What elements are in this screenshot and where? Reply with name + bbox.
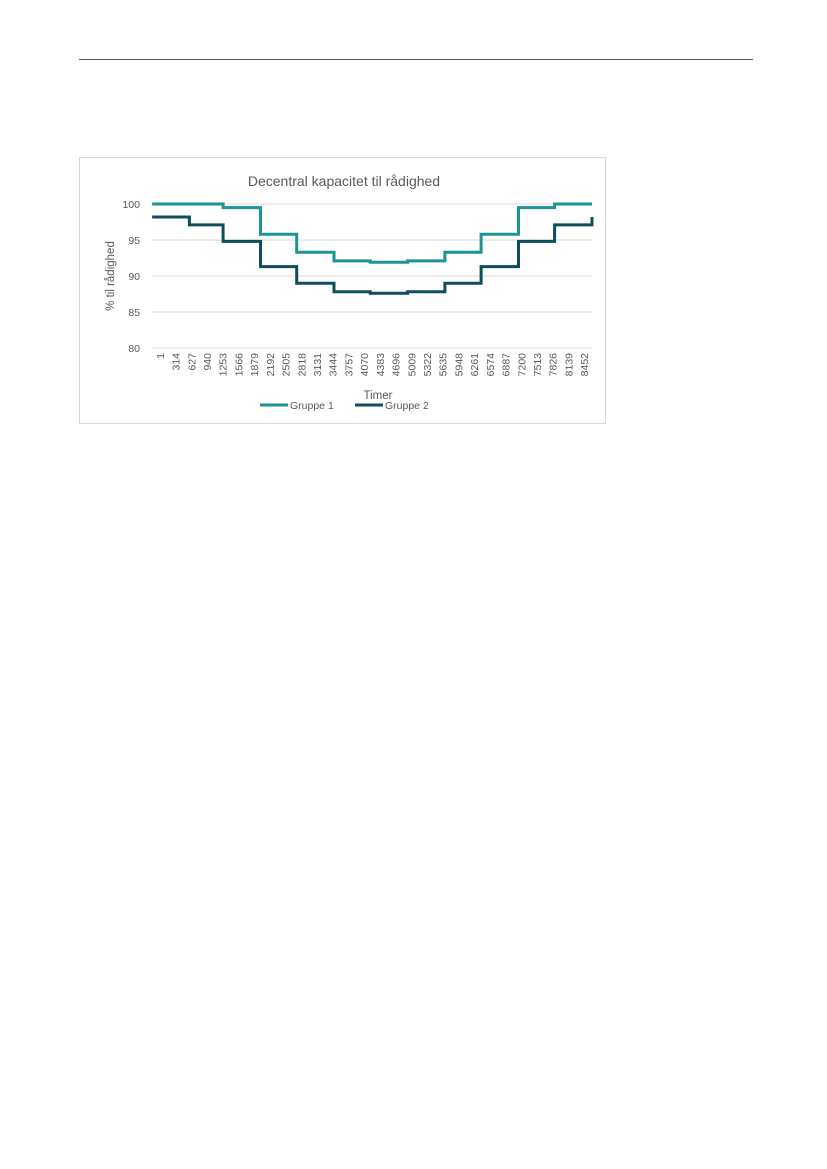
x-tick-label: 4696 xyxy=(391,353,403,377)
x-tick-label: 6574 xyxy=(485,353,497,377)
x-tick-label: 2818 xyxy=(296,353,308,377)
x-tick-label: 4383 xyxy=(375,353,387,377)
chart-title: Decentral kapacitet til rådighed xyxy=(248,173,440,189)
legend: Gruppe 1 Gruppe 2 xyxy=(260,400,429,412)
x-tick-label: 8452 xyxy=(579,353,591,377)
x-tick-labels: 1 314 627 940 1253 1566 1879 2192 2505 2818 3131 34… xyxy=(155,353,591,377)
x-tick-label: 314 xyxy=(171,353,183,371)
y-tick-labels: 80 85 90 95 100 xyxy=(122,199,140,355)
x-tick-label: 5322 xyxy=(422,353,434,377)
series-line xyxy=(152,215,594,295)
x-tick-label: 2192 xyxy=(265,353,277,377)
x-tick-label: 7513 xyxy=(532,353,544,377)
x-tick-label: 8139 xyxy=(563,353,575,377)
x-tick-label: 4070 xyxy=(359,353,371,377)
x-tick-label: 6887 xyxy=(501,353,513,377)
x-tick-label: 2505 xyxy=(281,353,293,377)
x-tick-label: 5948 xyxy=(453,353,465,377)
x-tick-label: 5009 xyxy=(406,353,418,377)
y-tick-label: 85 xyxy=(128,307,140,319)
y-tick-label: 80 xyxy=(128,343,140,355)
x-tick-label: 3131 xyxy=(312,353,324,377)
chart-frame: Decentral kapacitet til rådighed 80 85 90 9… xyxy=(79,157,606,424)
y-tick-label: 90 xyxy=(128,271,140,283)
x-axis-title: Timer xyxy=(364,390,393,402)
x-tick-label: 5635 xyxy=(438,353,450,377)
step-line-chart: Decentral kapacitet til rådighed 80 85 90 9… xyxy=(105,173,594,412)
x-tick-label: 940 xyxy=(202,353,214,371)
header-rule xyxy=(79,59,753,60)
y-tick-label: 100 xyxy=(122,199,140,211)
x-tick-label: 1253 xyxy=(218,353,230,377)
x-tick-label: 3757 xyxy=(343,353,355,377)
legend-label: Gruppe 1 xyxy=(290,400,334,412)
x-tick-label: 7826 xyxy=(548,353,560,377)
series-line xyxy=(152,202,592,264)
legend-label: Gruppe 2 xyxy=(385,400,429,412)
x-tick-label: 1 xyxy=(155,353,167,359)
y-tick-label: 95 xyxy=(128,235,140,247)
x-tick-label: 627 xyxy=(186,353,198,371)
x-tick-label: 1566 xyxy=(233,353,245,377)
x-tick-label: 1879 xyxy=(249,353,261,377)
x-tick-label: 6261 xyxy=(469,353,481,377)
x-tick-label: 7200 xyxy=(516,353,528,377)
x-tick-label: 3444 xyxy=(328,353,340,377)
series-lines xyxy=(152,202,594,295)
y-axis-title: % til rådighed xyxy=(105,241,117,311)
